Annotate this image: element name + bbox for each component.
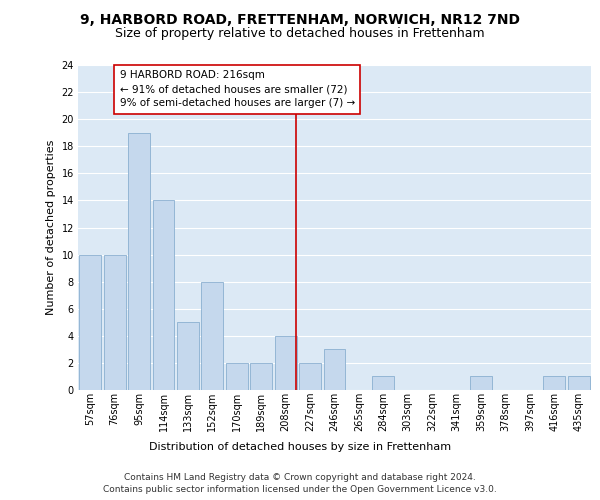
Bar xyxy=(152,200,175,390)
Bar xyxy=(544,376,565,390)
Bar xyxy=(177,322,199,390)
Bar xyxy=(128,132,150,390)
Y-axis label: Number of detached properties: Number of detached properties xyxy=(46,140,56,315)
Bar xyxy=(275,336,296,390)
Bar xyxy=(470,376,492,390)
Text: 9, HARBORD ROAD, FRETTENHAM, NORWICH, NR12 7ND: 9, HARBORD ROAD, FRETTENHAM, NORWICH, NR… xyxy=(80,12,520,26)
Bar xyxy=(568,376,590,390)
Bar xyxy=(373,376,394,390)
Bar xyxy=(226,363,248,390)
Text: Contains HM Land Registry data © Crown copyright and database right 2024.
Contai: Contains HM Land Registry data © Crown c… xyxy=(103,472,497,494)
Bar xyxy=(323,350,346,390)
Text: 9 HARBORD ROAD: 216sqm
← 91% of detached houses are smaller (72)
9% of semi-deta: 9 HARBORD ROAD: 216sqm ← 91% of detached… xyxy=(119,70,355,108)
Text: Size of property relative to detached houses in Frettenham: Size of property relative to detached ho… xyxy=(115,28,485,40)
Bar xyxy=(104,254,125,390)
Bar xyxy=(79,254,101,390)
Bar xyxy=(202,282,223,390)
Bar xyxy=(250,363,272,390)
Text: Distribution of detached houses by size in Frettenham: Distribution of detached houses by size … xyxy=(149,442,451,452)
Bar xyxy=(299,363,321,390)
